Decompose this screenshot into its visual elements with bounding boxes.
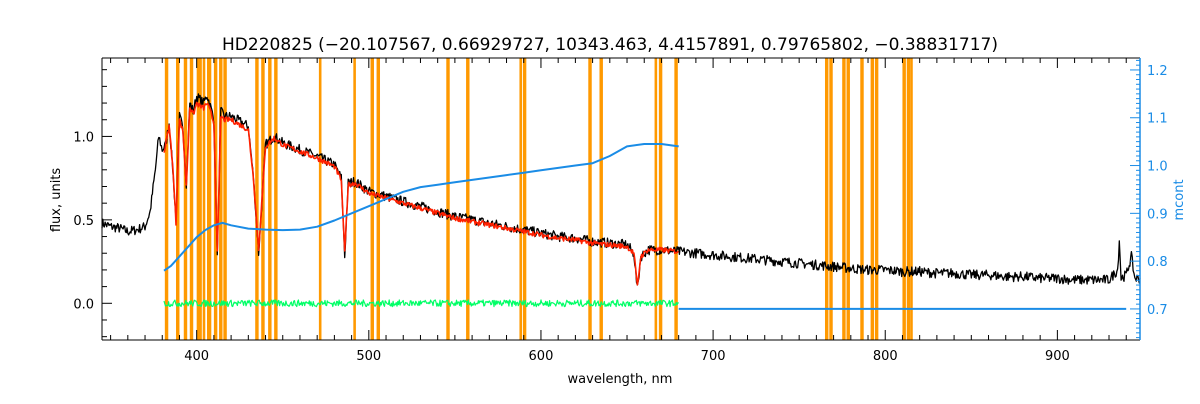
y-axis-label: flux, units (49, 168, 64, 233)
masked-region-5 (202, 58, 206, 340)
masked-region-34 (902, 58, 906, 340)
x-axis-label: wavelength, nm (568, 372, 673, 387)
masked-region-27 (824, 58, 829, 340)
masked-region-1 (176, 58, 180, 340)
masked-region-18 (446, 58, 450, 340)
masked-region-19 (466, 58, 470, 340)
masked-region-22 (588, 58, 592, 340)
masked-region-28 (829, 58, 833, 340)
masked-region-31 (860, 58, 864, 340)
series-model (163, 101, 679, 286)
y2-tick-label: 0.9 (1147, 207, 1168, 222)
masked-region-6 (207, 58, 212, 340)
masked-region-35 (906, 58, 911, 340)
x-tick-label: 400 (184, 349, 209, 364)
masked-region-26 (674, 58, 678, 340)
masked-region-36 (910, 58, 913, 340)
masked-regions-layer (164, 58, 913, 340)
chart-title: HD220825 (−20.107567, 0.66929727, 10343.… (222, 35, 998, 55)
x-tick-label: 500 (356, 349, 381, 364)
x-tick-label: 700 (701, 349, 726, 364)
y2-tick-label: 0.7 (1147, 303, 1168, 318)
series-layer (101, 93, 1141, 310)
masked-region-15 (353, 58, 356, 340)
y-tick-label: 0.0 (73, 297, 94, 312)
x-tick-label: 600 (529, 349, 554, 364)
axes-layer: 400 500 600 700 800 900 0.0 0.5 1.0 0.7 0.8 0.9 1.0 1… (73, 57, 1168, 364)
masked-region-8 (219, 58, 223, 340)
masked-region-11 (261, 58, 265, 340)
y-tick-label: 1.0 (73, 130, 94, 145)
masked-region-17 (376, 58, 381, 340)
y2-tick-label: 1.2 (1147, 64, 1168, 79)
masked-region-33 (874, 58, 879, 340)
x-tick-label: 900 (1045, 349, 1070, 364)
right-axis-label: mcont (1172, 179, 1187, 220)
masked-region-10 (255, 58, 259, 340)
y2-tick-label: 0.8 (1147, 255, 1168, 270)
masked-region-25 (658, 58, 663, 340)
masked-region-23 (599, 58, 603, 340)
masked-region-13 (274, 58, 278, 340)
masked-region-29 (842, 58, 846, 340)
masked-region-16 (370, 58, 374, 340)
x-tick-label: 800 (873, 349, 898, 364)
series-observed (101, 93, 1141, 286)
masked-region-30 (846, 58, 850, 340)
masked-region-2 (183, 58, 188, 340)
series-residual (163, 299, 680, 308)
y2-tick-label: 1.0 (1147, 160, 1168, 175)
y2-tick-label: 1.1 (1147, 112, 1168, 127)
masked-region-14 (318, 58, 322, 340)
masked-region-21 (522, 58, 527, 340)
series-continuum (163, 143, 679, 272)
masked-region-0 (164, 58, 169, 340)
masked-region-4 (196, 58, 202, 340)
masked-region-3 (189, 58, 194, 340)
masked-region-20 (519, 58, 523, 340)
masked-region-24 (654, 58, 658, 340)
masked-region-12 (268, 58, 272, 340)
masked-region-32 (870, 58, 875, 340)
y-tick-label: 0.5 (73, 214, 94, 229)
masked-region-9 (223, 58, 227, 340)
